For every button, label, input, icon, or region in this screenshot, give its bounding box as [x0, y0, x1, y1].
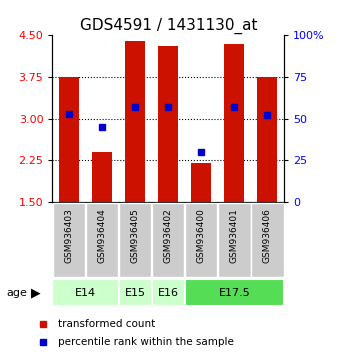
Bar — [86, 202, 118, 277]
Bar — [119, 202, 151, 277]
Bar — [53, 202, 85, 277]
Bar — [258, 77, 277, 202]
Bar — [52, 279, 119, 307]
Text: GSM936402: GSM936402 — [164, 208, 173, 263]
Text: E15: E15 — [125, 288, 146, 298]
Text: E16: E16 — [158, 288, 179, 298]
Bar — [185, 202, 217, 277]
Text: GDS4591 / 1431130_at: GDS4591 / 1431130_at — [80, 18, 258, 34]
Bar — [218, 202, 250, 277]
Bar — [119, 279, 152, 307]
Bar — [158, 46, 178, 202]
Bar — [191, 163, 211, 202]
Text: GSM936400: GSM936400 — [197, 208, 206, 263]
Text: transformed count: transformed count — [57, 319, 155, 329]
Bar — [251, 202, 284, 277]
Text: GSM936405: GSM936405 — [130, 208, 140, 263]
Text: E14: E14 — [75, 288, 96, 298]
Bar — [92, 152, 112, 202]
Text: GSM936404: GSM936404 — [97, 208, 106, 263]
Text: E17.5: E17.5 — [218, 288, 250, 298]
Text: GSM936406: GSM936406 — [263, 208, 272, 263]
Text: GSM936403: GSM936403 — [65, 208, 73, 263]
Text: ▶: ▶ — [31, 286, 40, 299]
Text: percentile rank within the sample: percentile rank within the sample — [57, 337, 234, 347]
Bar — [125, 41, 145, 202]
Bar — [152, 202, 184, 277]
Text: GSM936401: GSM936401 — [230, 208, 239, 263]
Bar — [152, 279, 185, 307]
Bar — [185, 279, 284, 307]
Text: age: age — [7, 288, 28, 298]
Bar — [59, 77, 79, 202]
Bar — [224, 44, 244, 202]
